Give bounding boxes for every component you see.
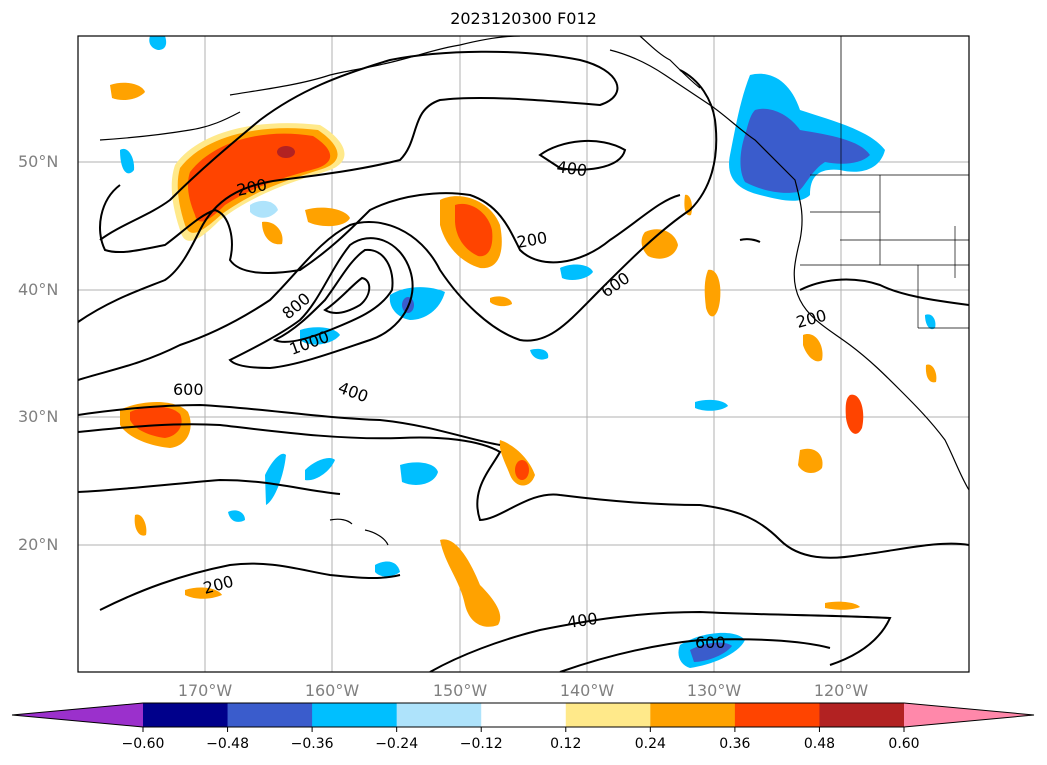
colorbar-tick-label: −0.24 <box>375 736 419 752</box>
colorbar-cell <box>650 703 736 727</box>
colorbar-tick-label: 0.36 <box>719 736 751 752</box>
colorbar-cell <box>396 703 482 727</box>
colorbar-cell <box>481 703 567 727</box>
lat-label-30n: 30°N <box>18 407 59 426</box>
colorbar-tick-label: −0.36 <box>290 736 334 752</box>
colorbar-cell <box>143 703 229 727</box>
coastlines <box>99 36 969 546</box>
lon-label-170w: 170°W <box>177 681 233 700</box>
lon-label-140w: 140°W <box>559 681 615 700</box>
lat-label-20n: 20°N <box>18 535 59 554</box>
lon-label-130w: 130°W <box>686 681 742 700</box>
colorbar-tick-label: 0.24 <box>634 736 666 752</box>
colorbar-tick-label: 0.48 <box>803 736 836 752</box>
lat-label-40n: 40°N <box>18 280 59 299</box>
colorbar-tick-label: 0.60 <box>888 736 920 752</box>
colorbar-tick-label: −0.48 <box>206 736 249 752</box>
lon-label-120w: 120°W <box>813 681 869 700</box>
political-borders <box>800 36 969 329</box>
lat-label-50n: 50°N <box>18 152 59 171</box>
colorbar-tick-label: 0.12 <box>550 736 582 752</box>
height-contours <box>78 50 969 672</box>
positive-shading <box>110 82 937 627</box>
colorbar-cell <box>227 703 313 727</box>
contour-label: 600 <box>173 380 204 399</box>
colorbar-cell <box>819 703 905 727</box>
map-title: 2023120300 F012 <box>450 9 597 28</box>
lon-label-160w: 160°W <box>304 681 360 700</box>
lon-label-150w: 150°W <box>432 681 488 700</box>
plot-border <box>77 35 970 673</box>
contour-label: 400 <box>555 157 588 180</box>
colorbar-tick-label: −0.60 <box>121 736 165 752</box>
colorbar-cell <box>312 703 398 727</box>
colorbar-extend-low <box>12 703 143 727</box>
contour-label: 600 <box>695 633 726 652</box>
colorbar-cell <box>734 703 820 727</box>
negative-shading <box>120 36 936 668</box>
colorbar-cell <box>565 703 651 727</box>
colorbar-extend-high <box>904 703 1034 727</box>
contour-label: 400 <box>566 609 599 632</box>
colorbar-tick-label: −0.12 <box>459 736 503 752</box>
colorbar <box>11 702 1035 732</box>
